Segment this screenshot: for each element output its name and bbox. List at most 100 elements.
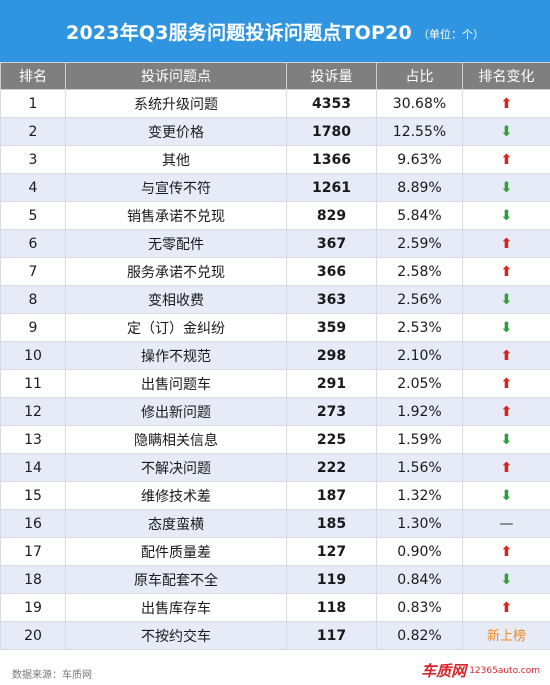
table-row: 16 态度蛮横 185 1.30% — xyxy=(0,509,550,538)
table-row: 13 隐瞒相关信息 225 1.59% ⬇ xyxy=(0,425,550,454)
cell-change: ⬇ xyxy=(462,173,550,202)
cell-rank: 6 xyxy=(0,229,66,258)
cell-issue: 系统升级问题 xyxy=(65,89,287,118)
cell-rank: 17 xyxy=(0,537,66,566)
cell-count: 829 xyxy=(286,201,377,230)
arrow-up-icon: ⬆ xyxy=(500,403,513,420)
cell-share: 1.30% xyxy=(376,509,463,538)
table-row: 6 无零配件 367 2.59% ⬆ xyxy=(0,229,550,258)
cell-rank: 20 xyxy=(0,621,66,650)
cell-rank: 10 xyxy=(0,341,66,370)
cell-count: 291 xyxy=(286,369,377,398)
table-row: 11 出售问题车 291 2.05% ⬆ xyxy=(0,369,550,398)
cell-count: 366 xyxy=(286,257,377,286)
cell-count: 187 xyxy=(286,481,377,510)
cell-count: 185 xyxy=(286,509,377,538)
cell-count: 367 xyxy=(286,229,377,258)
cell-share: 8.89% xyxy=(376,173,463,202)
cell-share: 1.59% xyxy=(376,425,463,454)
cell-share: 1.92% xyxy=(376,397,463,426)
cell-change: ⬇ xyxy=(462,313,550,342)
cell-rank: 1 xyxy=(0,89,66,118)
cell-issue: 出售问题车 xyxy=(65,369,287,398)
table-row: 14 不解决问题 222 1.56% ⬆ xyxy=(0,453,550,482)
chart-unit: （单位：个） xyxy=(417,28,484,41)
cell-rank: 8 xyxy=(0,285,66,314)
arrow-down-icon: ⬇ xyxy=(500,431,513,448)
col-header-count: 投诉量 xyxy=(286,62,377,90)
cell-share: 0.90% xyxy=(376,537,463,566)
arrow-up-icon: ⬆ xyxy=(500,375,513,392)
cell-rank: 12 xyxy=(0,397,66,426)
cell-share: 30.68% xyxy=(376,89,463,118)
arrow-up-icon: ⬆ xyxy=(500,235,513,252)
cell-count: 363 xyxy=(286,285,377,314)
table-row: 17 配件质量差 127 0.90% ⬆ xyxy=(0,537,550,566)
cell-issue: 出售库存车 xyxy=(65,593,287,622)
cell-rank: 11 xyxy=(0,369,66,398)
cell-change: — xyxy=(462,509,550,538)
cell-count: 225 xyxy=(286,425,377,454)
cell-issue: 变相收费 xyxy=(65,285,287,314)
arrow-up-icon: ⬆ xyxy=(500,543,513,560)
cell-count: 222 xyxy=(286,453,377,482)
cell-rank: 16 xyxy=(0,509,66,538)
cell-count: 119 xyxy=(286,565,377,594)
footer: 数据来源：车质网 车质网 12365auto.com xyxy=(0,658,550,685)
table-row: 4 与宣传不符 1261 8.89% ⬇ xyxy=(0,173,550,202)
table-row: 20 不按约交车 117 0.82% 新上榜 xyxy=(0,621,550,650)
cell-share: 5.84% xyxy=(376,201,463,230)
cell-issue: 变更价格 xyxy=(65,117,287,146)
cell-issue: 无零配件 xyxy=(65,229,287,258)
arrow-up-icon: ⬆ xyxy=(500,599,513,616)
table-row: 3 其他 1366 9.63% ⬆ xyxy=(0,145,550,174)
cell-count: 273 xyxy=(286,397,377,426)
cell-share: 2.59% xyxy=(376,229,463,258)
table-row: 12 修出新问题 273 1.92% ⬆ xyxy=(0,397,550,426)
cell-count: 1366 xyxy=(286,145,377,174)
cell-change: ⬆ xyxy=(462,229,550,258)
cell-change: ⬆ xyxy=(462,397,550,426)
arrow-up-icon: ⬆ xyxy=(500,151,513,168)
cell-issue: 不解决问题 xyxy=(65,453,287,482)
cell-issue: 销售承诺不兑现 xyxy=(65,201,287,230)
cell-issue: 定（订）金纠纷 xyxy=(65,313,287,342)
arrow-down-icon: ⬇ xyxy=(500,319,513,336)
cell-change: ⬇ xyxy=(462,285,550,314)
cell-rank: 9 xyxy=(0,313,66,342)
cell-issue: 原车配套不全 xyxy=(65,565,287,594)
cell-rank: 2 xyxy=(0,117,66,146)
table-row: 7 服务承诺不兑现 366 2.58% ⬆ xyxy=(0,257,550,286)
cell-rank: 19 xyxy=(0,593,66,622)
table-row: 5 销售承诺不兑现 829 5.84% ⬇ xyxy=(0,201,550,230)
brand-logo-mark: 车质网 xyxy=(421,662,467,680)
brand-logo-url: 12365auto.com xyxy=(469,665,540,676)
cell-change: ⬇ xyxy=(462,117,550,146)
table-header-row: 排名 投诉问题点 投诉量 占比 排名变化 xyxy=(0,62,550,90)
brand-logo: 车质网 12365auto.com xyxy=(421,660,540,681)
cell-issue: 不按约交车 xyxy=(65,621,287,650)
cell-share: 2.05% xyxy=(376,369,463,398)
cell-share: 2.53% xyxy=(376,313,463,342)
cell-share: 1.32% xyxy=(376,481,463,510)
cell-count: 1261 xyxy=(286,173,377,202)
complaints-table-wrap: 排名 投诉问题点 投诉量 占比 排名变化 1 系统升级问题 4353 30.68% ⬆ 2… xyxy=(0,62,550,650)
cell-count: 127 xyxy=(286,537,377,566)
cell-rank: 15 xyxy=(0,481,66,510)
cell-share: 12.55% xyxy=(376,117,463,146)
col-header-change: 排名变化 xyxy=(462,62,550,90)
cell-change: ⬆ xyxy=(462,537,550,566)
cell-issue: 与宣传不符 xyxy=(65,173,287,202)
cell-change: ⬆ xyxy=(462,593,550,622)
cell-issue: 维修技术差 xyxy=(65,481,287,510)
cell-rank: 4 xyxy=(0,173,66,202)
cell-change: ⬇ xyxy=(462,201,550,230)
arrow-down-icon: ⬇ xyxy=(500,571,513,588)
col-header-share: 占比 xyxy=(376,62,463,90)
cell-issue: 修出新问题 xyxy=(65,397,287,426)
table-row: 10 操作不规范 298 2.10% ⬆ xyxy=(0,341,550,370)
cell-share: 0.82% xyxy=(376,621,463,650)
cell-count: 1780 xyxy=(286,117,377,146)
table-row: 8 变相收费 363 2.56% ⬇ xyxy=(0,285,550,314)
table-row: 19 出售库存车 118 0.83% ⬆ xyxy=(0,593,550,622)
